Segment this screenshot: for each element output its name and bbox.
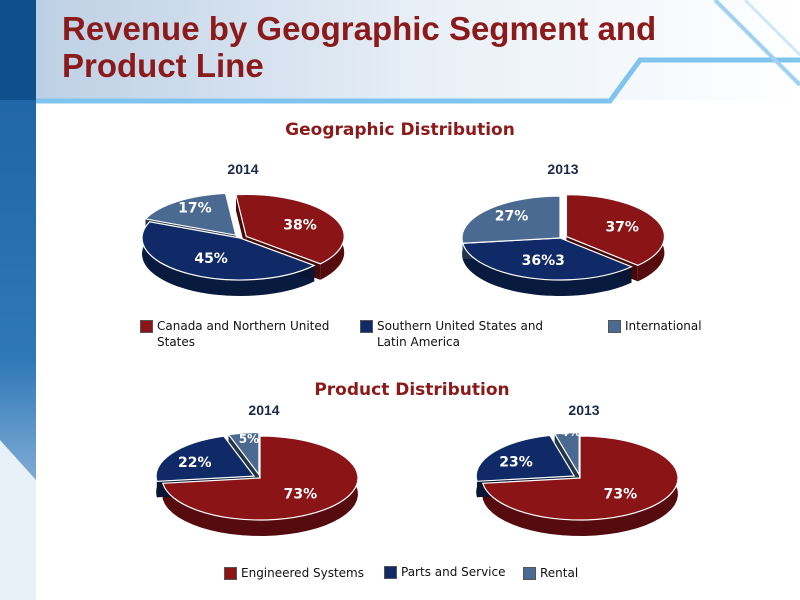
pie-slice-southern-united-states-and-latin-america bbox=[461, 237, 633, 281]
pie-slice-canada-and-northern-united-states bbox=[235, 193, 345, 265]
pie-data-label: 73% bbox=[284, 486, 318, 502]
geo-2014-pie-chart: 38% 45% 17% bbox=[141, 192, 345, 296]
legend-item-canada: Canada and Northern United States bbox=[140, 318, 330, 350]
geo-2013-pie-chart: 37% 36%3 27% bbox=[461, 194, 666, 296]
geographic-section-title: Geographic Distribution bbox=[285, 120, 515, 140]
pie-data-label: 37% bbox=[605, 219, 639, 235]
pie-slice-engineered-systems bbox=[161, 435, 359, 521]
legend-swatch bbox=[140, 320, 153, 333]
pie-data-label: 17% bbox=[178, 201, 212, 217]
legend-swatch bbox=[523, 567, 536, 580]
pie-slice-international bbox=[461, 195, 561, 244]
legend-item-international: International bbox=[608, 318, 728, 334]
pie-data-label: 38% bbox=[283, 217, 317, 233]
product-2013-title: 2013 bbox=[568, 402, 600, 418]
legend-label: Parts and Service bbox=[401, 565, 506, 579]
pie-slice-southern-united-states-and-latin-america bbox=[141, 221, 316, 281]
legend-label: Engineered Systems bbox=[241, 566, 364, 580]
pie-data-label: 4% bbox=[561, 425, 581, 439]
pie-slice-rental bbox=[227, 431, 260, 477]
legend-swatch bbox=[384, 566, 397, 579]
pie-data-label: 22% bbox=[178, 455, 212, 471]
pie-slice-international bbox=[144, 192, 237, 236]
legend-label: International bbox=[625, 319, 702, 333]
geo-2014-title: 2014 bbox=[227, 161, 259, 177]
legend-label: Canada and Northern United States bbox=[157, 319, 330, 349]
legend-label: Southern United States and Latin America bbox=[377, 319, 544, 349]
legend-item-parts-and-service: Parts and Service bbox=[384, 564, 514, 580]
legend-swatch bbox=[224, 567, 237, 580]
legend-swatch bbox=[360, 320, 373, 333]
geo-2013-title: 2013 bbox=[547, 161, 579, 177]
legend-swatch bbox=[608, 320, 621, 333]
pie-slice-parts-and-service bbox=[475, 434, 576, 482]
pie-slice-rental bbox=[553, 431, 580, 477]
product-2014-pie-chart: 73% 22% 5% bbox=[155, 431, 359, 536]
pie-data-label: 36%3 bbox=[522, 253, 565, 269]
pie-data-label: 27% bbox=[495, 209, 529, 225]
pie-slice-engineered-systems bbox=[481, 435, 679, 521]
pie-data-label: 73% bbox=[604, 486, 638, 502]
pie-data-label: 23% bbox=[499, 454, 533, 470]
legend-item-rental: Rental bbox=[523, 565, 603, 581]
pie-slice-canada-and-northern-united-states bbox=[565, 194, 666, 267]
pie-data-label: 45% bbox=[194, 251, 228, 267]
pie-data-label: 5% bbox=[239, 432, 259, 446]
product-2014-title: 2014 bbox=[248, 402, 280, 418]
slide-title: Revenue by Geographic Segment and Produc… bbox=[62, 10, 657, 84]
product-2013-pie-chart: 73% 23% 4% bbox=[475, 425, 679, 536]
legend-label: Rental bbox=[540, 566, 579, 580]
pie-slice-parts-and-service bbox=[155, 435, 256, 483]
legend-item-southern-us: Southern United States and Latin America bbox=[360, 318, 560, 350]
product-section-title: Product Distribution bbox=[314, 380, 510, 400]
legend-item-engineered-systems: Engineered Systems bbox=[224, 565, 384, 581]
